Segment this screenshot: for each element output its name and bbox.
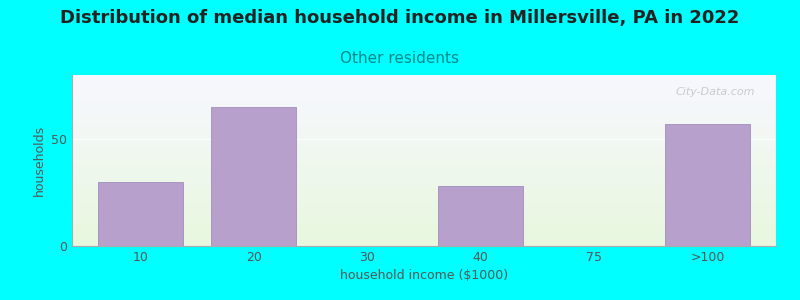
Text: City-Data.com: City-Data.com xyxy=(675,87,755,97)
Y-axis label: households: households xyxy=(33,125,46,196)
X-axis label: household income ($1000): household income ($1000) xyxy=(340,269,508,282)
Bar xyxy=(211,107,296,246)
Text: Distribution of median household income in Millersville, PA in 2022: Distribution of median household income … xyxy=(60,9,740,27)
Bar xyxy=(666,124,750,246)
Bar xyxy=(98,182,182,246)
Text: Other residents: Other residents xyxy=(341,51,459,66)
Bar xyxy=(438,186,523,246)
